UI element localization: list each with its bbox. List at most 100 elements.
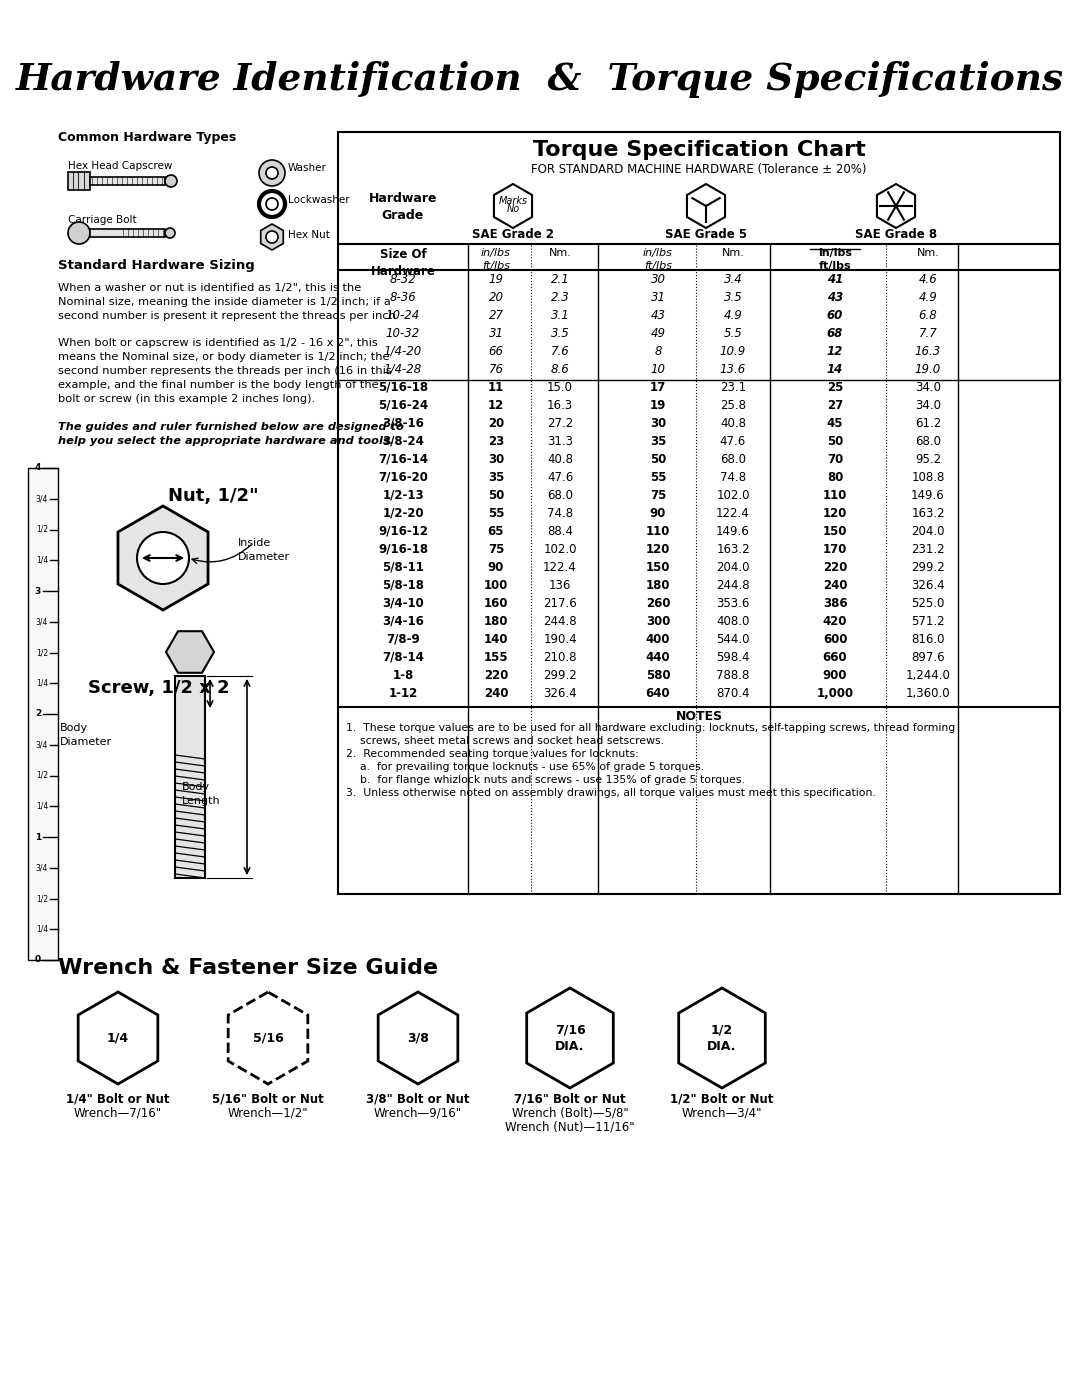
Text: Wrench—9/16": Wrench—9/16" xyxy=(374,1106,462,1120)
Text: 1/4: 1/4 xyxy=(107,1031,130,1045)
Text: 3.4: 3.4 xyxy=(724,272,742,286)
Text: Size Of
Hardware: Size Of Hardware xyxy=(370,249,435,278)
Text: 3/4: 3/4 xyxy=(36,617,48,626)
Text: 8: 8 xyxy=(654,345,662,358)
Polygon shape xyxy=(260,224,283,250)
Text: 122.4: 122.4 xyxy=(543,562,577,574)
Text: 4.9: 4.9 xyxy=(724,309,742,321)
Text: 1/2: 1/2 xyxy=(36,525,48,534)
Text: 43: 43 xyxy=(827,291,843,305)
Text: 12: 12 xyxy=(488,400,504,412)
Text: 3.  Unless otherwise noted on assembly drawings, all torque values must meet thi: 3. Unless otherwise noted on assembly dr… xyxy=(346,788,876,798)
Text: 88.4: 88.4 xyxy=(546,525,573,538)
Text: 40.8: 40.8 xyxy=(720,416,746,430)
Text: 50: 50 xyxy=(650,453,666,467)
Text: 788.8: 788.8 xyxy=(716,669,750,682)
Text: 31: 31 xyxy=(650,291,665,305)
Polygon shape xyxy=(527,988,613,1088)
Text: Wrench—1/2": Wrench—1/2" xyxy=(228,1106,308,1120)
Text: Hex Head Capscrew: Hex Head Capscrew xyxy=(68,161,173,170)
Text: 23.1: 23.1 xyxy=(720,381,746,394)
Text: 100: 100 xyxy=(484,578,509,592)
Text: 140: 140 xyxy=(484,633,509,645)
Text: 102.0: 102.0 xyxy=(543,543,577,556)
Text: 20: 20 xyxy=(488,291,503,305)
Text: 525.0: 525.0 xyxy=(912,597,945,610)
Text: 149.6: 149.6 xyxy=(912,489,945,502)
Text: Screw, 1/2 x 2: Screw, 1/2 x 2 xyxy=(87,679,230,697)
Text: 7/16
DIA.: 7/16 DIA. xyxy=(555,1024,585,1052)
Text: 10-32: 10-32 xyxy=(386,327,420,339)
Polygon shape xyxy=(228,992,308,1084)
Text: Wrench & Fastener Size Guide: Wrench & Fastener Size Guide xyxy=(58,958,438,978)
Text: 34.0: 34.0 xyxy=(915,381,941,394)
Text: 11: 11 xyxy=(488,381,504,394)
Text: 7.6: 7.6 xyxy=(551,345,569,358)
Text: 35: 35 xyxy=(650,434,666,448)
Text: 60: 60 xyxy=(827,309,843,321)
Text: 27: 27 xyxy=(488,309,503,321)
Text: FOR STANDARD MACHINE HARDWARE (Tolerance ± 20%): FOR STANDARD MACHINE HARDWARE (Tolerance… xyxy=(531,163,867,176)
Text: 30: 30 xyxy=(650,272,665,286)
Text: 326.4: 326.4 xyxy=(543,687,577,700)
Text: 0: 0 xyxy=(35,956,41,964)
Text: 7/16-20: 7/16-20 xyxy=(378,471,428,483)
Text: 3/8-24: 3/8-24 xyxy=(382,434,424,448)
Text: Marks: Marks xyxy=(499,196,527,205)
Text: 5/16: 5/16 xyxy=(253,1031,283,1045)
Text: 122.4: 122.4 xyxy=(716,507,750,520)
Text: 90: 90 xyxy=(488,562,504,574)
Text: 34.0: 34.0 xyxy=(915,400,941,412)
Text: 2.3: 2.3 xyxy=(551,291,569,305)
Text: 1/2" Bolt or Nut: 1/2" Bolt or Nut xyxy=(671,1092,773,1105)
Text: 3/4: 3/4 xyxy=(36,740,48,749)
Text: in/lbs
ft/lbs: in/lbs ft/lbs xyxy=(818,249,852,271)
Text: 897.6: 897.6 xyxy=(912,651,945,664)
Text: 1-12: 1-12 xyxy=(389,687,418,700)
Text: SAE Grade 5: SAE Grade 5 xyxy=(665,228,747,240)
Text: 1/4: 1/4 xyxy=(36,556,48,564)
Text: SAE Grade 2: SAE Grade 2 xyxy=(472,228,554,240)
Text: 95.2: 95.2 xyxy=(915,453,941,467)
Text: 55: 55 xyxy=(488,507,504,520)
Text: Carriage Bolt: Carriage Bolt xyxy=(68,215,137,225)
Text: 55: 55 xyxy=(650,471,666,483)
Text: NOTES: NOTES xyxy=(675,710,723,724)
Text: 49: 49 xyxy=(650,327,665,339)
Text: 110: 110 xyxy=(823,489,847,502)
Circle shape xyxy=(266,198,278,210)
Text: 31.3: 31.3 xyxy=(546,434,573,448)
Text: 900: 900 xyxy=(823,669,847,682)
Text: 204.0: 204.0 xyxy=(912,525,945,538)
Text: Nm.: Nm. xyxy=(721,249,744,258)
Circle shape xyxy=(137,532,189,584)
Polygon shape xyxy=(118,506,208,610)
Text: 420: 420 xyxy=(823,615,847,629)
Text: 7/16" Bolt or Nut: 7/16" Bolt or Nut xyxy=(514,1092,625,1105)
Text: 14: 14 xyxy=(827,363,843,376)
Text: 3/8: 3/8 xyxy=(407,1031,429,1045)
Text: 19: 19 xyxy=(488,272,503,286)
Text: 8.6: 8.6 xyxy=(551,363,569,376)
Text: 75: 75 xyxy=(488,543,504,556)
Text: Nm.: Nm. xyxy=(549,249,571,258)
Text: 3/4: 3/4 xyxy=(36,863,48,872)
Circle shape xyxy=(165,228,175,237)
Text: 190.4: 190.4 xyxy=(543,633,577,645)
Text: 244.8: 244.8 xyxy=(716,578,750,592)
Text: 3: 3 xyxy=(35,587,41,595)
Text: Nm.: Nm. xyxy=(917,249,940,258)
Text: 580: 580 xyxy=(646,669,671,682)
Text: a.  for prevailing torque locknuts - use 65% of grade 5 torques.: a. for prevailing torque locknuts - use … xyxy=(346,761,704,773)
Text: 30: 30 xyxy=(488,453,504,467)
Text: Wrench—3/4": Wrench—3/4" xyxy=(681,1106,762,1120)
Text: Length: Length xyxy=(183,796,220,806)
Text: 80: 80 xyxy=(827,471,843,483)
Text: 74.8: 74.8 xyxy=(546,507,573,520)
Text: 68.0: 68.0 xyxy=(546,489,573,502)
Text: 240: 240 xyxy=(484,687,509,700)
Text: 180: 180 xyxy=(484,615,509,629)
Text: 102.0: 102.0 xyxy=(716,489,750,502)
Text: 2: 2 xyxy=(35,710,41,718)
Text: 70: 70 xyxy=(827,453,843,467)
